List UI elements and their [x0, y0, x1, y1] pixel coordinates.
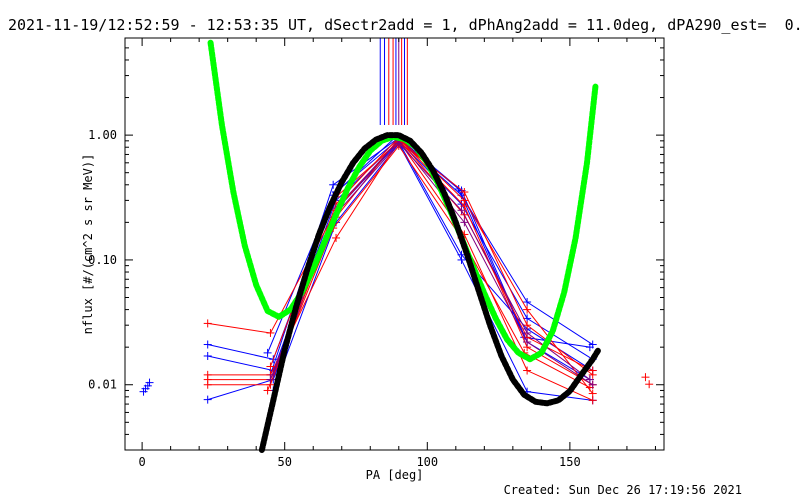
data-point: [266, 362, 275, 371]
data-point: [203, 319, 212, 328]
data-point: [203, 395, 212, 404]
y-tick-label: 0.10: [88, 253, 117, 267]
fit-curves: [207, 39, 602, 453]
data-point: [523, 328, 532, 337]
data-point: [460, 218, 469, 227]
y-tick-label: 0.01: [88, 378, 117, 392]
series-line: [207, 138, 593, 360]
data-point: [203, 351, 212, 360]
x-axis-label: PA [deg]: [366, 468, 424, 482]
x-tick-label: 50: [277, 455, 291, 469]
data-point: [585, 375, 594, 384]
series-line: [207, 140, 593, 372]
y-axis-label: nflux [#/(cm^2 s sr MeV)]: [81, 154, 95, 335]
data-point: [332, 233, 341, 242]
y-tick-label: 1.00: [88, 128, 117, 142]
x-tick-label: 100: [416, 455, 438, 469]
data-point: [585, 343, 594, 352]
data-point: [588, 389, 597, 398]
data-series: [139, 132, 654, 405]
data-point: [263, 386, 272, 395]
data-point: [523, 321, 532, 330]
data-point: [460, 188, 469, 197]
isolated-point: [641, 373, 650, 382]
data-point: [588, 396, 597, 405]
series-line: [272, 143, 593, 401]
axes: 0 50 100 150 0.01 0.10 1.00: [88, 37, 665, 469]
data-point: [460, 196, 469, 205]
data-point: [523, 338, 532, 347]
data-point: [457, 206, 466, 215]
data-point: [588, 370, 597, 379]
isolated-point: [645, 380, 654, 389]
data-point: [266, 375, 275, 384]
series-line: [207, 138, 593, 371]
data-point: [523, 298, 532, 307]
black-fit-curve: [258, 132, 602, 453]
series-line: [207, 139, 593, 401]
data-point: [457, 255, 466, 264]
x-tick-label: 150: [559, 455, 581, 469]
data-point: [203, 380, 212, 389]
isolated-point: [145, 378, 154, 387]
data-point: [454, 185, 463, 194]
plot-title: 2021-11-19/12:52:59 - 12:53:35 UT, dSect…: [8, 16, 800, 34]
x-tick-label: 0: [138, 455, 145, 469]
isolated-point: [143, 381, 152, 390]
data-point: [266, 328, 275, 337]
data-point: [263, 348, 272, 357]
data-point: [203, 340, 212, 349]
series-line: [207, 137, 593, 386]
data-point: [523, 305, 532, 314]
data-point: [329, 180, 338, 189]
data-point: [588, 380, 597, 389]
green-fit-curve: [207, 39, 599, 363]
marker-lines: [379, 38, 408, 125]
plot-frame: [124, 37, 665, 451]
created-timestamp: Created: Sun Dec 26 17:19:56 2021: [503, 483, 742, 497]
data-point: [523, 366, 532, 375]
series-line: [207, 141, 593, 401]
